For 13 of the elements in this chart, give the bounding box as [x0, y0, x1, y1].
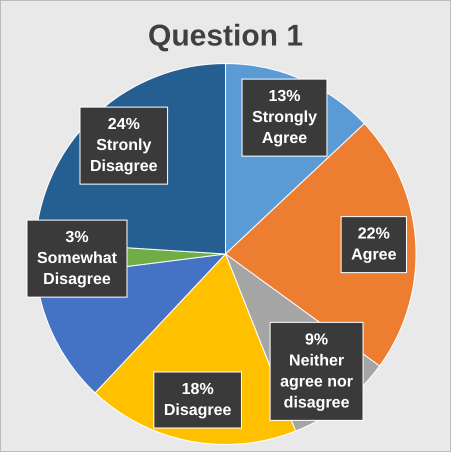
slice-label: Strongly Agree: [252, 109, 318, 148]
slice-label: Somewhat Disagree: [36, 250, 118, 288]
slice-label: Stronly Disagree: [90, 137, 158, 176]
slice-label: Agree: [351, 246, 397, 264]
data-label: 24%: [108, 116, 140, 134]
chart-title: Question 1: [148, 19, 304, 52]
data-label: 22%: [358, 226, 390, 243]
slice-label: Neither agree nor disagree: [280, 352, 354, 412]
data-label: 13%: [268, 88, 301, 106]
data-label: 3%: [65, 229, 89, 246]
slice-label: Disagree: [164, 402, 232, 419]
data-label: 9%: [305, 331, 328, 348]
data-label: 18%: [182, 380, 214, 398]
